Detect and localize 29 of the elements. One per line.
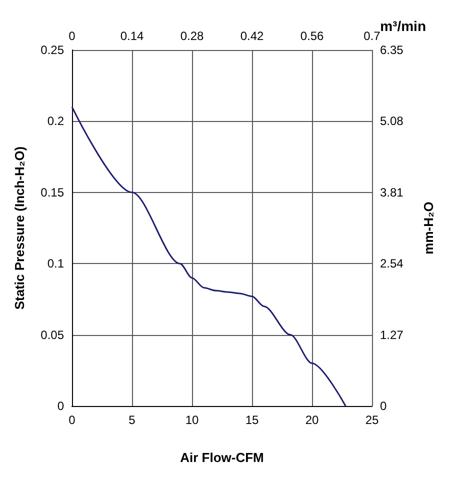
y-tick-label: 0: [57, 399, 64, 413]
x-tick-label: 0: [68, 413, 76, 427]
y2-tick-label: 2.54: [380, 256, 404, 271]
y2-tick-label: 1.27: [380, 328, 404, 342]
x2-tick-label: 0: [68, 29, 76, 43]
line-series: [71, 106, 346, 407]
x2-tick-label: 0.28: [180, 29, 204, 43]
y-tick-label: 0.15: [40, 185, 64, 200]
y-tick-label: 0.25: [40, 43, 64, 57]
x2-tick-label: 0.14: [120, 29, 144, 43]
y-tick-label: 0.1: [47, 256, 64, 271]
y2-tick-label: 0: [380, 399, 387, 413]
x-tick-label: 10: [185, 413, 199, 427]
x2-tick-label: 0.56: [300, 29, 324, 43]
y-tick-label: 0.2: [47, 114, 64, 128]
y-tick-label: 0.05: [40, 328, 64, 342]
y2-tick-label: 5.08: [380, 114, 404, 128]
x-tick-label: 15: [245, 413, 259, 427]
y-axis-title: Static Pressure (Inch-H₂O): [12, 146, 27, 310]
x2-axis-title: m³/min: [380, 18, 426, 34]
x-tick-label: 25: [365, 413, 379, 427]
x-axis-title: Air Flow-CFM: [180, 450, 264, 465]
x-tick-label: 20: [305, 413, 319, 427]
y2-axis-title: mm-H₂O: [421, 202, 436, 254]
y2-tick-label: 3.81: [380, 185, 404, 200]
x2-tick-label: 0.42: [240, 29, 264, 43]
x2-tick-label: 0.7: [364, 29, 381, 43]
y2-tick-label: 6.35: [380, 43, 404, 57]
x-tick-label: 5: [128, 413, 136, 427]
